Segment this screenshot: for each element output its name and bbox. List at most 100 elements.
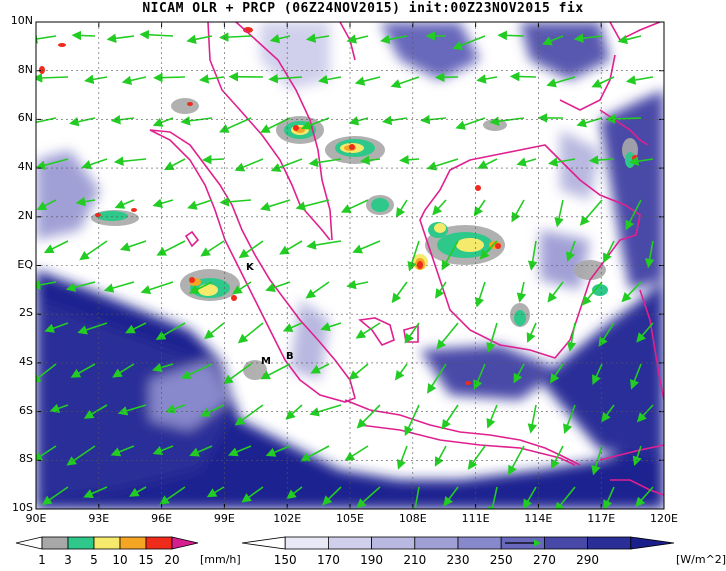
wind-arrow: [399, 155, 420, 165]
wind-arrow: [200, 404, 225, 417]
wind-arrow: [475, 281, 486, 308]
wind-arrow: [346, 279, 369, 290]
wind-arrow: [527, 240, 538, 271]
olr-colorbar-label: 190: [360, 553, 384, 567]
wind-arrow: [265, 281, 291, 293]
wind-arrow: [238, 240, 264, 259]
precip-colorbar-swatch: [67, 536, 95, 550]
wind-arrow: [139, 29, 174, 40]
precip-colorbar-swatch: [93, 536, 121, 550]
lon-label: 99E: [213, 512, 235, 525]
wind-arrow: [285, 404, 303, 420]
precip-colorbar-label: 20: [164, 553, 180, 567]
olr-colorbar-swatch: [587, 536, 632, 550]
wind-arrow: [394, 363, 408, 381]
wind-arrow: [486, 322, 498, 353]
wind-arrow: [36, 199, 57, 210]
wind-arrow: [404, 322, 420, 344]
precip-colorbar-swatch: [41, 536, 69, 550]
wind-arrow: [407, 240, 420, 272]
wind-arrow: [513, 363, 525, 384]
wind-arrow: [621, 281, 642, 303]
lat-label: 2N: [17, 208, 33, 222]
wind-arrow: [549, 363, 564, 384]
wind-arrow: [44, 322, 69, 333]
wind-arrow: [592, 363, 603, 385]
wind-arrow: [270, 158, 303, 173]
graticule: [36, 22, 664, 509]
wind-arrow: [548, 157, 576, 167]
wind-arrow: [310, 363, 330, 374]
wind-arrow: [579, 199, 603, 226]
wind-arrow: [75, 196, 96, 207]
wind-arrow: [49, 403, 69, 413]
wind-arrow: [36, 34, 57, 44]
wind-arrow: [156, 240, 186, 256]
olr-colorbar-label: 290: [576, 553, 600, 567]
wind-arrow: [563, 404, 576, 434]
lon-label: 93E: [88, 512, 110, 525]
olr-colorbar-label: 230: [446, 553, 470, 567]
olr-colorbar-label: 170: [316, 553, 340, 567]
olr-colorbar: [241, 536, 675, 550]
wind-arrow: [188, 281, 213, 294]
wind-arrow: [625, 75, 654, 85]
lat-label: 6S: [19, 403, 33, 417]
olr-colorbar-swatch: [327, 536, 372, 550]
wind-arrow: [348, 363, 369, 381]
wind-arrow: [186, 34, 213, 45]
place-label-k: K: [246, 262, 254, 273]
precip-colorbar-swatch: [119, 536, 147, 550]
olr-colorbar-swatch: [284, 536, 329, 550]
wind-arrow: [219, 197, 252, 207]
wind-arrow: [234, 158, 264, 172]
precip-cells: [39, 27, 638, 385]
wind-arrow: [566, 322, 577, 352]
lat-label: 8S: [19, 452, 33, 466]
wind-arrow: [542, 35, 564, 46]
wind-arrow: [260, 199, 291, 212]
wind-arrow: [155, 322, 186, 340]
lon-label: 90E: [25, 512, 47, 525]
wind-arrow: [103, 281, 135, 293]
wind-arrow: [348, 116, 369, 126]
wind-arrow: [603, 486, 615, 509]
wind-arrow: [117, 404, 147, 416]
coastlines: [149, 22, 664, 496]
wind-arrow: [625, 199, 642, 231]
wind-arrow: [71, 30, 96, 41]
wind-arrow: [644, 240, 655, 269]
wind-arrow: [591, 76, 615, 88]
wind-arrow: [356, 404, 381, 429]
wind-arrow: [479, 240, 498, 260]
wind-arrow: [452, 35, 486, 50]
figure-title: NICAM OLR + PRCP (06Z24NOV2015) init:00Z…: [142, 1, 584, 16]
wind-arrow: [232, 281, 252, 295]
olr-colorbar-swatch: [544, 536, 589, 550]
wind-arrow: [125, 322, 147, 334]
wind-arrow: [509, 71, 537, 82]
wind-arrow: [359, 155, 381, 166]
wind-arrow: [41, 486, 69, 506]
wind-arrow: [223, 363, 252, 385]
precip-colorbar-label: 3: [64, 553, 72, 567]
olr-colorbar-swatch: [457, 536, 502, 550]
wind-arrow: [636, 322, 654, 343]
wind-arrow: [241, 486, 264, 503]
wind-arrow: [152, 198, 174, 208]
wind-arrow: [200, 240, 225, 257]
wind-arrow: [306, 240, 342, 250]
wind-arrow: [395, 199, 408, 218]
wind-arrow: [391, 281, 408, 304]
wind-arrow: [346, 34, 369, 44]
wind-arrow: [66, 445, 96, 466]
wind-arrow: [84, 74, 108, 85]
wind-arrow: [546, 76, 576, 88]
wind-arrow: [265, 445, 291, 457]
wind-arrow: [187, 199, 213, 210]
wind-arrow: [635, 486, 654, 507]
wind-arrow: [473, 363, 486, 391]
wind-arrow: [305, 281, 330, 299]
wind-arrow: [566, 240, 576, 262]
